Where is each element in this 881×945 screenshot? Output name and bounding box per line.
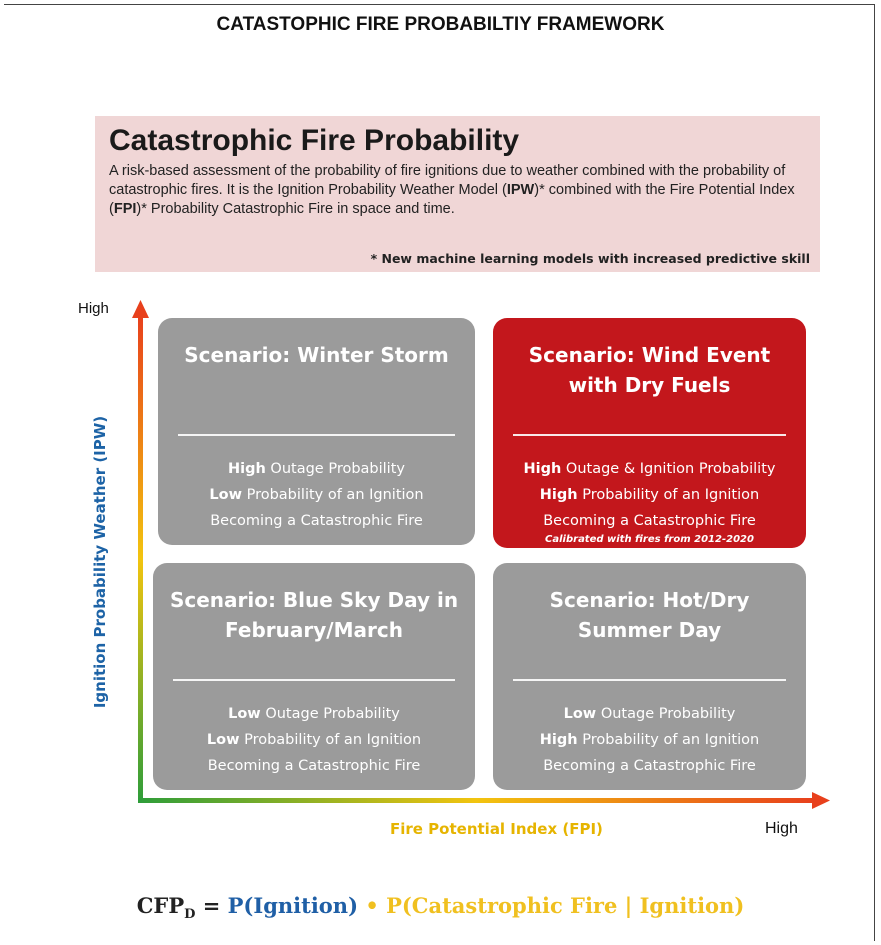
frame xyxy=(4,4,875,941)
emphasis: Low xyxy=(209,487,242,503)
formula-operator: • xyxy=(358,893,387,918)
text: FPI xyxy=(113,201,137,217)
text: Probability of an Ignition xyxy=(241,487,424,503)
scenario-line: Low Outage Probability xyxy=(493,701,806,727)
text: Probability of an Ignition xyxy=(577,487,760,503)
formula-term: P(Catastrophic Fire | Ignition) xyxy=(386,893,745,918)
formula-equals: = xyxy=(195,893,228,918)
text: Becoming a Catastrophic Fire xyxy=(543,758,756,774)
definition-description: A risk-based assessment of the probabili… xyxy=(109,162,806,219)
definition-box: Catastrophic Fire Probability A risk-bas… xyxy=(95,116,820,272)
scenario-title: Scenario: Wind Event with Dry Fuels xyxy=(528,343,771,397)
emphasis: Low xyxy=(206,732,240,748)
text: Becoming a Catastrophic Fire xyxy=(543,513,756,529)
scenario-line: Low Probability of an Ignition xyxy=(153,727,475,753)
x-arrow xyxy=(812,792,830,809)
page-title: CATASTOPHIC FIRE PROBABILTIY FRAMEWORK xyxy=(216,14,665,35)
text: Outage Probability xyxy=(596,706,736,722)
divider xyxy=(513,434,786,436)
scenario-line: High Probability of an Ignition xyxy=(493,727,806,753)
divider xyxy=(173,679,455,681)
scenario-line: Low Probability of an Ignition xyxy=(158,482,475,508)
scenario-line: Becoming a Catastrophic Fire xyxy=(158,508,475,534)
y-axis-label: Ignition Probability Weather (IPW) xyxy=(91,415,109,709)
divider xyxy=(178,434,455,436)
scenario-line: High Outage & Ignition Probability xyxy=(493,456,806,482)
emphasis: High xyxy=(523,461,562,477)
scenario-title: Scenario: Blue Sky Day in February/March xyxy=(169,588,459,642)
text: )* Probability Catastrophic Fire in spac… xyxy=(136,201,455,217)
emphasis: High xyxy=(539,487,578,503)
y-axis xyxy=(138,315,143,803)
text: Outage & Ignition Probability xyxy=(561,461,776,477)
emphasis: High xyxy=(228,461,266,477)
text: Becoming a Catastrophic Fire xyxy=(207,758,421,774)
text: Probability of an Ignition xyxy=(239,732,422,748)
formula: CFPD = P(Ignition) • P(Catastrophic Fire… xyxy=(0,893,881,922)
scenario-line: High Outage Probability xyxy=(158,456,475,482)
emphasis: High xyxy=(539,732,578,748)
y-arrow xyxy=(132,300,149,318)
scenario-line: Becoming a Catastrophic Fire xyxy=(153,753,475,779)
emphasis: Low xyxy=(563,706,597,722)
scenario-card: Scenario: Blue Sky Day in February/March… xyxy=(153,563,475,790)
scenario-line: High Probability of an Ignition xyxy=(493,482,806,508)
scenario-line: Becoming a Catastrophic Fire xyxy=(493,508,806,534)
text: IPW xyxy=(506,182,535,198)
scenario-title: Scenario: Hot/Dry Summer Day xyxy=(549,588,750,642)
scenario-card: Scenario: Hot/Dry Summer Day Low Outage P… xyxy=(493,563,806,790)
formula-subscript: D xyxy=(184,907,196,923)
text: Becoming a Catastrophic Fire xyxy=(210,513,423,529)
x-axis-label: Fire Potential Index (FPI) xyxy=(390,820,603,838)
text: Probability of an Ignition xyxy=(577,732,760,748)
formula-lhs: CFP xyxy=(136,893,185,918)
formula-term: P(Ignition) xyxy=(227,893,359,918)
scenario-line: Low Outage Probability xyxy=(153,701,475,727)
text: Outage Probability xyxy=(265,461,405,477)
x-axis xyxy=(138,798,814,803)
text: Outage Probability xyxy=(260,706,400,722)
scenario-card: Scenario: Winter Storm High Outage Probab… xyxy=(158,318,475,545)
scenario-title: Scenario: Winter Storm xyxy=(184,343,449,367)
text: A risk-based assessment of the probabili… xyxy=(109,163,786,198)
definition-note: * New machine learning models with incre… xyxy=(370,251,810,266)
x-high-label: High xyxy=(765,820,798,837)
text: )* combined with the Fire Potential Inde… xyxy=(109,182,795,217)
scenario-note: Calibrated with fires from 2012-2020 xyxy=(545,534,754,545)
y-high-label: High xyxy=(78,300,109,317)
divider xyxy=(513,679,786,681)
emphasis: Low xyxy=(228,706,261,722)
definition-heading: Catastrophic Fire Probability xyxy=(109,124,520,157)
scenario-line: Becoming a Catastrophic Fire xyxy=(493,753,806,779)
scenario-card: Scenario: Wind Event with Dry Fuels High … xyxy=(493,318,806,548)
